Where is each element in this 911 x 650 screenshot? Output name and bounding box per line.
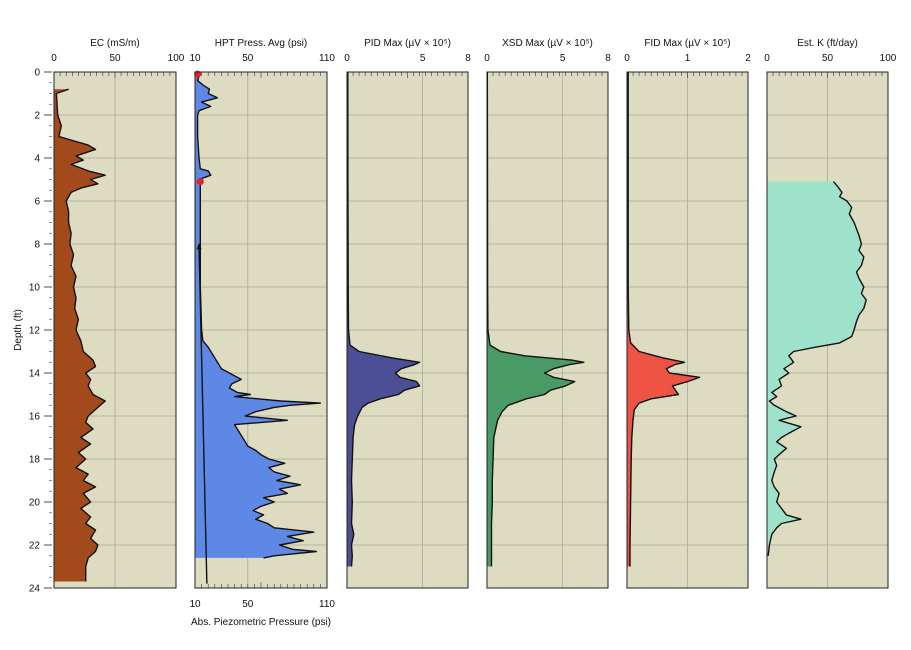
fid-top-tick-label: 2 (745, 53, 751, 64)
xsd-top-tick-label: 8 (605, 53, 611, 64)
fid-title: FID Max (µV × 10⁵) (644, 38, 730, 49)
xsd-title: XSD Max (µV × 10⁵) (502, 38, 593, 49)
ec-top-tick-label: 100 (168, 53, 185, 64)
pid-frame-border (346, 71, 469, 589)
hpt-bottom-tick-label: 50 (242, 599, 254, 610)
hpt-area-fill (195, 72, 321, 558)
depth-tick-label: 22 (29, 541, 41, 552)
hpt-top-tick-label: 10 (189, 53, 201, 64)
estk-top-tick-label: 50 (822, 53, 834, 64)
hpt-bottom-tick-label: 10 (189, 599, 201, 610)
hpt-top-tick-label: 50 (242, 53, 254, 64)
xsd-frame-border (486, 71, 609, 589)
depth-tick-label: 0 (34, 68, 40, 79)
hpt-frame-border (194, 71, 328, 589)
depth-tick-label: 14 (29, 369, 41, 380)
depth-tick-label: 8 (34, 240, 40, 251)
hpt-top-tick-label: 110 (319, 53, 335, 64)
pid-top-tick-label: 0 (344, 53, 350, 64)
ec-top-tick-label: 0 (51, 53, 57, 64)
depth-tick-label: 16 (29, 412, 41, 423)
xsd-trace-line (486, 71, 585, 567)
hpt-hydrostatic-line (198, 243, 208, 584)
depth-tick-label: 18 (29, 455, 41, 466)
hpt-bottom-axis-label: Abs. Piezometric Pressure (psi) (191, 617, 331, 628)
depth-tick-label: 2 (34, 111, 40, 122)
depth-tick-label: 10 (29, 283, 41, 294)
depth-tick-label: 20 (29, 498, 41, 509)
hpt-bottom-tick-label: 110 (319, 599, 335, 610)
fid-top-tick-label: 1 (685, 53, 691, 64)
ec-top-tick-label: 50 (109, 53, 121, 64)
hpt-trace-line (196, 71, 322, 559)
estk-area-fill (767, 181, 867, 556)
xsd-top-tick-label: 5 (560, 53, 566, 64)
depth-tick-label: 24 (29, 584, 41, 595)
fid-top-tick-label: 0 (624, 53, 630, 64)
pid-top-tick-label: 5 (420, 53, 426, 64)
xsd-top-tick-label: 0 (484, 53, 490, 64)
hpt-red-marker (196, 178, 204, 186)
estk-title: Est. K (ft/day) (797, 38, 858, 49)
ec-title: EC (mS/m) (90, 38, 139, 49)
estk-top-tick-label: 0 (764, 53, 770, 64)
hpt-title: HPT Press. Avg (psi) (215, 38, 307, 49)
fid-trace-line (627, 72, 701, 567)
hpt-line-arrow (196, 243, 202, 250)
depth-axis-label: Depth (ft) (13, 309, 24, 351)
pid-trace-line (347, 71, 421, 567)
estk-trace-line (767, 181, 867, 556)
ec-area-fill (54, 89, 106, 582)
estk-frame-border (766, 71, 889, 589)
fid-frame-border (626, 71, 749, 589)
depth-tick-label: 12 (29, 326, 41, 337)
estk-top-tick-label: 100 (880, 53, 897, 64)
ec-frame-border (53, 71, 177, 589)
depth-tick-label: 4 (34, 154, 40, 165)
depth-tick-label: 6 (34, 197, 40, 208)
pid-title: PID Max (µV × 10⁵) (364, 38, 451, 49)
pid-top-tick-label: 8 (465, 53, 471, 64)
ec-trace-line (55, 88, 106, 582)
